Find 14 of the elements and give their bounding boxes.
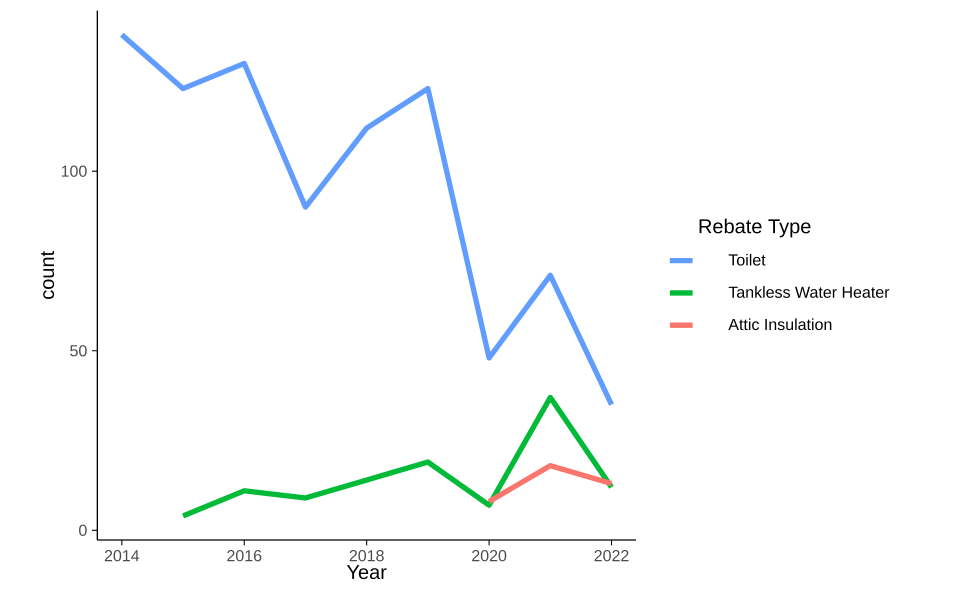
x-tick-label: 2022 xyxy=(594,550,629,562)
x-tick-label: 2016 xyxy=(227,550,262,562)
x-axis-title: Year xyxy=(346,565,387,580)
x-tick-label: 2020 xyxy=(472,550,506,562)
legend-title: Rebate Type xyxy=(700,218,810,238)
x-tick-label: 2014 xyxy=(104,550,140,562)
legend-label: Attic Insulation xyxy=(728,318,832,330)
y-tick-label: 100 xyxy=(62,166,87,177)
legend-label: Toilet xyxy=(728,254,766,266)
y-axis-title: count xyxy=(40,251,54,299)
y-tick-label: 50 xyxy=(70,345,87,356)
legend-label: Tankless Water Heater xyxy=(728,286,890,298)
x-tick-label: 2018 xyxy=(350,550,384,562)
y-tick-label: 0 xyxy=(79,524,87,536)
